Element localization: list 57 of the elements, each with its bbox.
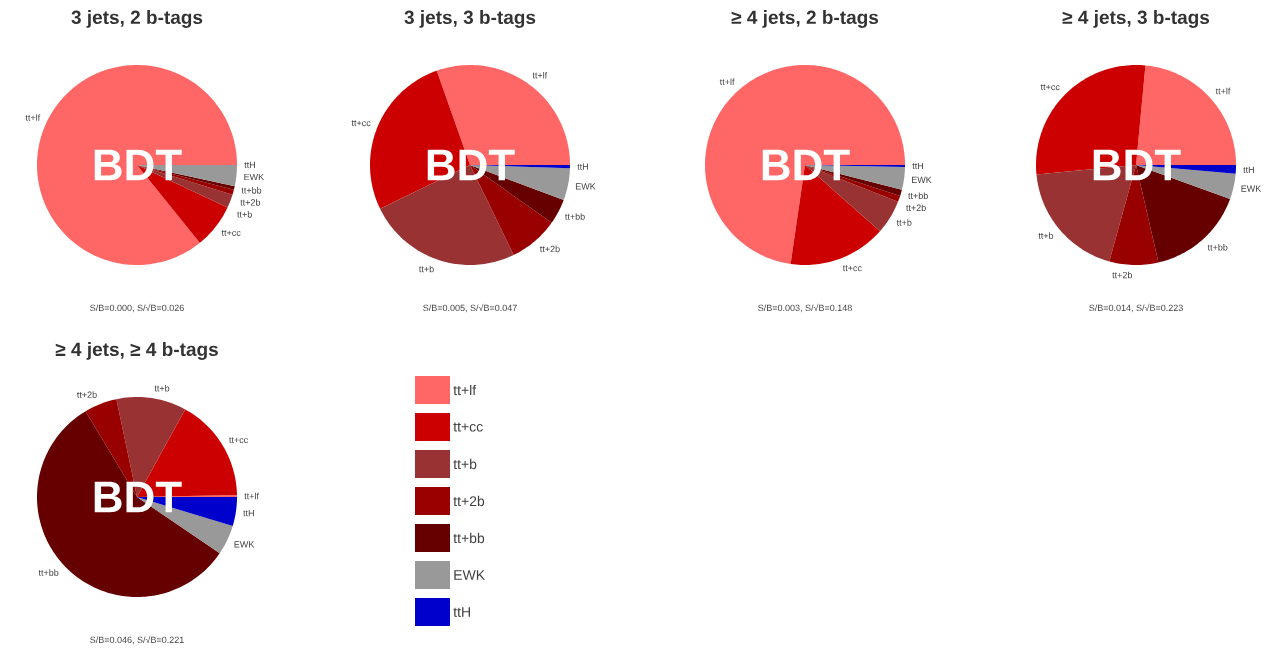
text: BDT: [94, 149, 182, 181]
text: S/B=0.014, S/√B=0.223: [1089, 303, 1183, 313]
slice-label: tt+lf: [1215, 87, 1231, 95]
text: BDT: [762, 149, 850, 181]
chart-title: 3 jets, 2 b-tags: [71, 10, 203, 28]
slice-label: tt+2b: [1112, 271, 1133, 279]
text: S/B=0.000, S/√B=0.026: [90, 303, 184, 313]
slice-label: EWK: [244, 173, 264, 181]
slice-label: tt+b: [237, 211, 252, 218]
text: BDT: [1093, 149, 1181, 181]
text: S/B=0.003, S/√B=0.148: [758, 303, 852, 313]
chart-title: ≥ 4 jets, ≥ 4 b-tags: [55, 342, 218, 360]
text: S/B=0.046, S/√B=0.221: [90, 635, 184, 645]
slice-label: tt+2b: [76, 391, 97, 398]
slice-label: EWK: [234, 541, 255, 548]
chart-title: 3 jets, 3 b-tags: [404, 10, 536, 28]
slice-label: ttH: [577, 163, 588, 170]
slice-label: tt+2b: [240, 199, 261, 206]
slice-label: tt+lf: [719, 78, 735, 86]
legend-label: tt+b: [453, 458, 477, 470]
slice-label: tt+lf: [244, 492, 259, 500]
slice-label: EWK: [575, 183, 596, 190]
slice-label: ttH: [1243, 166, 1254, 173]
slice-label: ttH: [243, 510, 254, 517]
slice-label: tt+b: [419, 265, 434, 273]
slice-label: tt+b: [896, 219, 912, 226]
text: BDT: [427, 149, 515, 181]
legend-label: tt+2b: [453, 495, 485, 507]
slice-label: tt+bb: [38, 569, 59, 576]
chart-title: ≥ 4 jets, 2 b-tags: [731, 10, 879, 28]
slice-label: tt+cc: [221, 230, 241, 236]
slice-label: tt+bb: [1207, 243, 1228, 251]
slice-label: tt+lf: [532, 71, 548, 79]
slice-label: tt+lf: [25, 114, 41, 121]
text: BDT: [94, 481, 182, 513]
slice-label: tt+cc: [229, 437, 248, 444]
slice-label: tt+bb: [565, 213, 585, 220]
slice-label: tt+cc: [1040, 84, 1060, 91]
slice-label: tt+2b: [906, 204, 926, 212]
slice-label: tt+2b: [539, 245, 560, 253]
legend-label: tt+lf: [453, 384, 477, 396]
slice-label: ttH: [912, 162, 923, 170]
slice-label: tt+b: [154, 384, 170, 392]
slice-label: tt+cc: [351, 120, 371, 127]
slice-label: tt+b: [1038, 232, 1054, 239]
legend-label: tt+bb: [453, 532, 485, 544]
legend-label: tt+cc: [453, 422, 483, 432]
legend-label: EWK: [454, 570, 485, 580]
legend-label: ttH: [453, 607, 470, 617]
slice-label: EWK: [1241, 185, 1262, 192]
slice-label: tt+bb: [908, 192, 928, 200]
slice-label: tt+bb: [241, 187, 262, 194]
slice-label: EWK: [911, 176, 932, 183]
slice-label: tt+cc: [842, 265, 862, 272]
category-label: ttH: [244, 161, 255, 169]
chart-title: ≥ 4 jets, 3 b-tags: [1062, 10, 1210, 28]
text: S/B=0.005, S/√B=0.047: [423, 303, 517, 313]
